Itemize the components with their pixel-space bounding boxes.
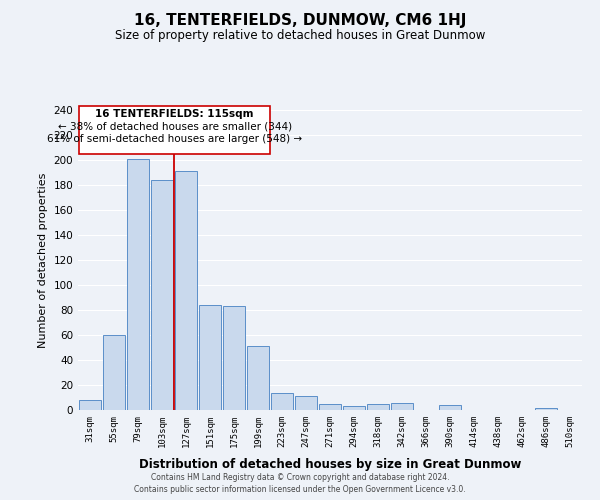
Bar <box>223 306 245 410</box>
Bar <box>439 405 461 410</box>
Text: 16, TENTERFIELDS, DUNMOW, CM6 1HJ: 16, TENTERFIELDS, DUNMOW, CM6 1HJ <box>134 12 466 28</box>
Bar <box>367 404 389 410</box>
Y-axis label: Number of detached properties: Number of detached properties <box>38 172 48 348</box>
Bar <box>319 404 341 410</box>
Bar <box>391 402 413 410</box>
Bar <box>247 346 269 410</box>
Bar <box>199 305 221 410</box>
Text: ← 38% of detached houses are smaller (344): ← 38% of detached houses are smaller (34… <box>58 121 292 131</box>
X-axis label: Distribution of detached houses by size in Great Dunmow: Distribution of detached houses by size … <box>139 458 521 471</box>
Bar <box>535 408 557 410</box>
Text: Size of property relative to detached houses in Great Dunmow: Size of property relative to detached ho… <box>115 29 485 42</box>
Bar <box>127 159 149 410</box>
Bar <box>103 335 125 410</box>
Bar <box>151 180 173 410</box>
Text: 61% of semi-detached houses are larger (548) →: 61% of semi-detached houses are larger (… <box>47 134 302 144</box>
Bar <box>295 396 317 410</box>
Bar <box>343 406 365 410</box>
Text: 16 TENTERFIELDS: 115sqm: 16 TENTERFIELDS: 115sqm <box>95 108 254 118</box>
Text: Contains HM Land Registry data © Crown copyright and database right 2024.
Contai: Contains HM Land Registry data © Crown c… <box>134 473 466 494</box>
Bar <box>175 171 197 410</box>
Bar <box>271 392 293 410</box>
Bar <box>79 400 101 410</box>
